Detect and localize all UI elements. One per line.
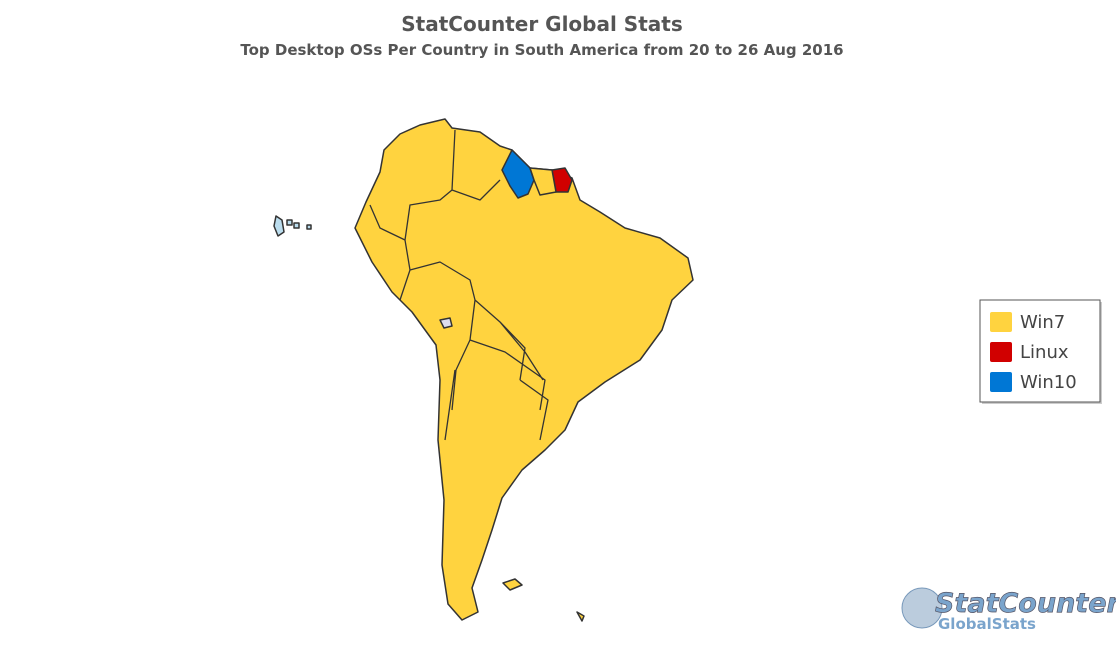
lake: [439, 317, 453, 329]
map: [273, 118, 694, 622]
suriname: [529, 167, 557, 196]
logo-tagline: GlobalStats: [938, 615, 1036, 633]
guyana: [501, 149, 535, 199]
galapagos: [273, 215, 312, 237]
logo-brand: StatCounter: [935, 588, 1116, 619]
legend-label: Win7: [1020, 312, 1065, 333]
legend-items: Win7 Linux Win10: [990, 312, 1077, 393]
subtitle: Top Desktop OSs Per Country in South Ame…: [240, 41, 843, 59]
island: [576, 611, 585, 622]
legend-swatch: [990, 372, 1012, 392]
legend-swatch: [990, 312, 1012, 332]
legend-swatch: [990, 342, 1012, 362]
title: StatCounter Global Stats: [401, 12, 682, 36]
legend-label: Linux: [1020, 342, 1069, 363]
falklands: [502, 578, 523, 591]
country-border: [369, 129, 549, 441]
legend: Win7 Linux Win10: [979, 299, 1102, 404]
logo-globe: [901, 587, 943, 629]
logo: StatCounter GlobalStats: [901, 587, 1116, 633]
legend-label: Win10: [1020, 372, 1077, 393]
